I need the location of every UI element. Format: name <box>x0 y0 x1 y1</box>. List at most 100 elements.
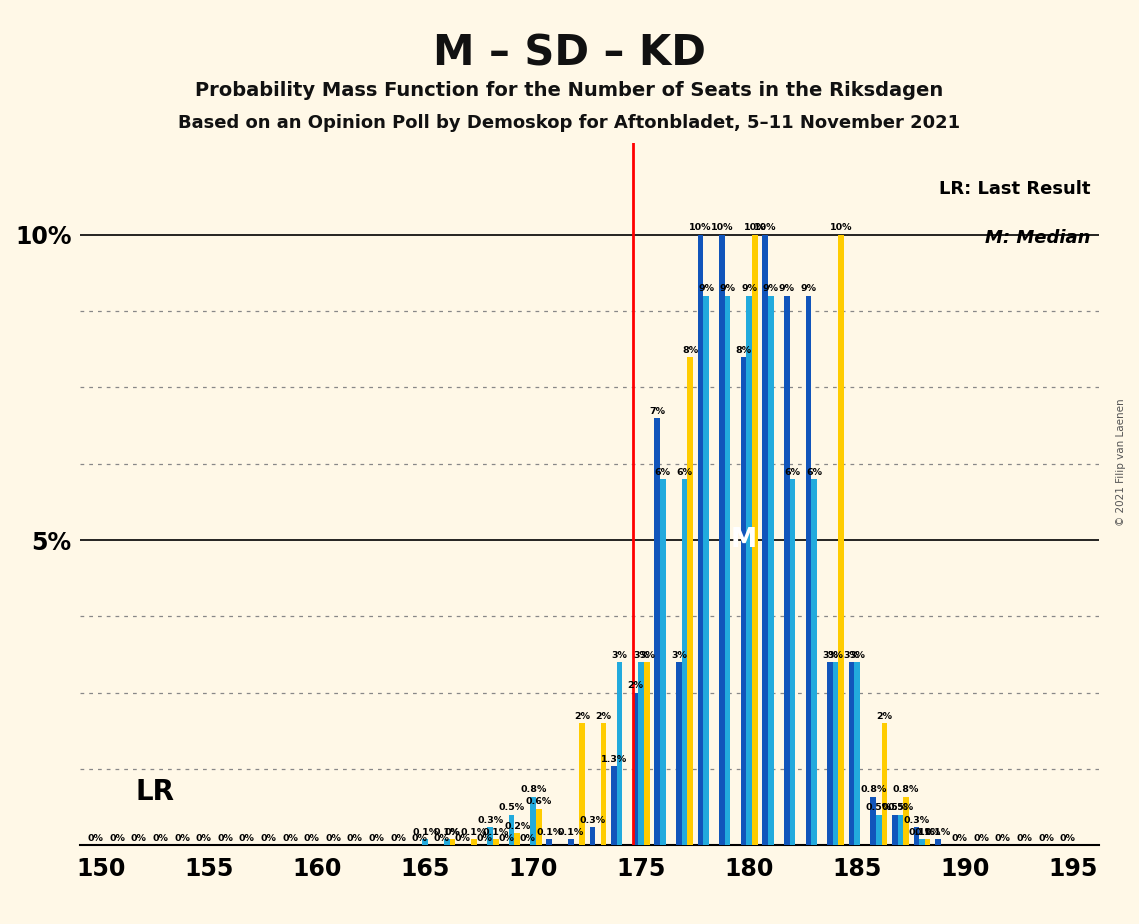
Text: 0.2%: 0.2% <box>505 821 531 831</box>
Bar <box>762 235 768 845</box>
Text: 9%: 9% <box>720 285 736 294</box>
Text: LR: LR <box>136 778 174 806</box>
Text: 0.5%: 0.5% <box>887 804 913 812</box>
Text: 0.5%: 0.5% <box>882 804 908 812</box>
Bar <box>805 296 811 845</box>
Bar <box>633 693 639 845</box>
Text: 0%: 0% <box>326 834 342 843</box>
Text: 0%: 0% <box>218 834 233 843</box>
Bar <box>913 827 919 845</box>
Text: 3%: 3% <box>671 650 687 660</box>
Bar <box>536 808 542 845</box>
Text: 0%: 0% <box>433 834 449 843</box>
Text: © 2021 Filip van Laenen: © 2021 Filip van Laenen <box>1116 398 1125 526</box>
Text: 0.3%: 0.3% <box>477 816 503 825</box>
Text: 0%: 0% <box>1059 834 1075 843</box>
Text: Based on an Opinion Poll by Demoskop for Aftonbladet, 5–11 November 2021: Based on an Opinion Poll by Demoskop for… <box>179 114 960 131</box>
Bar <box>903 796 909 845</box>
Bar <box>590 827 596 845</box>
Bar <box>854 663 860 845</box>
Text: 0%: 0% <box>498 834 514 843</box>
Text: 0.1%: 0.1% <box>925 828 951 837</box>
Text: 10%: 10% <box>754 224 777 232</box>
Bar <box>876 815 882 845</box>
Text: 0.1%: 0.1% <box>558 828 584 837</box>
Text: 0%: 0% <box>1016 834 1032 843</box>
Text: 6%: 6% <box>677 468 693 477</box>
Text: 3%: 3% <box>633 650 649 660</box>
Bar <box>892 815 898 845</box>
Text: 9%: 9% <box>741 285 757 294</box>
Text: 0.8%: 0.8% <box>860 785 886 794</box>
Bar <box>827 663 833 845</box>
Bar <box>925 839 931 845</box>
Text: 0.1%: 0.1% <box>909 828 935 837</box>
Bar <box>601 723 606 845</box>
Bar <box>681 479 687 845</box>
Text: 0%: 0% <box>88 834 104 843</box>
Text: 0.1%: 0.1% <box>536 828 563 837</box>
Text: 0%: 0% <box>994 834 1010 843</box>
Text: 2%: 2% <box>876 711 893 721</box>
Bar <box>487 827 493 845</box>
Text: 0%: 0% <box>131 834 147 843</box>
Text: 0%: 0% <box>952 834 967 843</box>
Text: 8%: 8% <box>736 346 752 355</box>
Text: 6%: 6% <box>785 468 801 477</box>
Text: 3%: 3% <box>612 650 628 660</box>
Text: 2%: 2% <box>628 681 644 690</box>
Text: 0%: 0% <box>153 834 169 843</box>
Bar <box>768 296 773 845</box>
Text: 0%: 0% <box>391 834 405 843</box>
Text: LR: Last Result: LR: Last Result <box>939 180 1090 198</box>
Text: 9%: 9% <box>801 285 817 294</box>
Text: 0%: 0% <box>973 834 989 843</box>
Bar <box>661 479 665 845</box>
Text: 0.8%: 0.8% <box>893 785 919 794</box>
Bar <box>580 723 585 845</box>
Bar <box>450 839 456 845</box>
Text: 9%: 9% <box>698 285 714 294</box>
Bar <box>838 235 844 845</box>
Text: 0.1%: 0.1% <box>412 828 439 837</box>
Bar <box>724 296 730 845</box>
Bar <box>789 479 795 845</box>
Bar <box>547 839 552 845</box>
Text: 2%: 2% <box>596 711 612 721</box>
Text: 3%: 3% <box>639 650 655 660</box>
Text: 6%: 6% <box>655 468 671 477</box>
Bar <box>617 663 623 845</box>
Bar <box>509 815 515 845</box>
Text: 0%: 0% <box>239 834 255 843</box>
Text: 9%: 9% <box>779 285 795 294</box>
Bar <box>655 418 661 845</box>
Text: 0%: 0% <box>476 834 492 843</box>
Bar <box>472 839 477 845</box>
Bar <box>639 663 644 845</box>
Bar <box>919 839 925 845</box>
Bar <box>493 839 499 845</box>
Bar <box>849 663 854 845</box>
Bar <box>612 766 617 845</box>
Text: 0.3%: 0.3% <box>580 816 606 825</box>
Text: 3%: 3% <box>850 650 866 660</box>
Text: 2%: 2% <box>574 711 590 721</box>
Text: 3%: 3% <box>844 650 860 660</box>
Text: 0%: 0% <box>444 828 460 837</box>
Bar <box>644 663 649 845</box>
Text: 0.1%: 0.1% <box>915 828 941 837</box>
Bar <box>811 479 817 845</box>
Text: 6%: 6% <box>806 468 822 477</box>
Text: M – SD – KD: M – SD – KD <box>433 32 706 74</box>
Bar <box>703 296 708 845</box>
Text: 0%: 0% <box>347 834 363 843</box>
Text: 0%: 0% <box>369 834 385 843</box>
Bar <box>568 839 574 845</box>
Bar <box>423 839 428 845</box>
Text: 0.3%: 0.3% <box>903 816 929 825</box>
Bar <box>784 296 789 845</box>
Text: 0.1%: 0.1% <box>483 828 509 837</box>
Text: 10%: 10% <box>711 224 734 232</box>
Bar <box>935 839 941 845</box>
Text: 9%: 9% <box>763 285 779 294</box>
